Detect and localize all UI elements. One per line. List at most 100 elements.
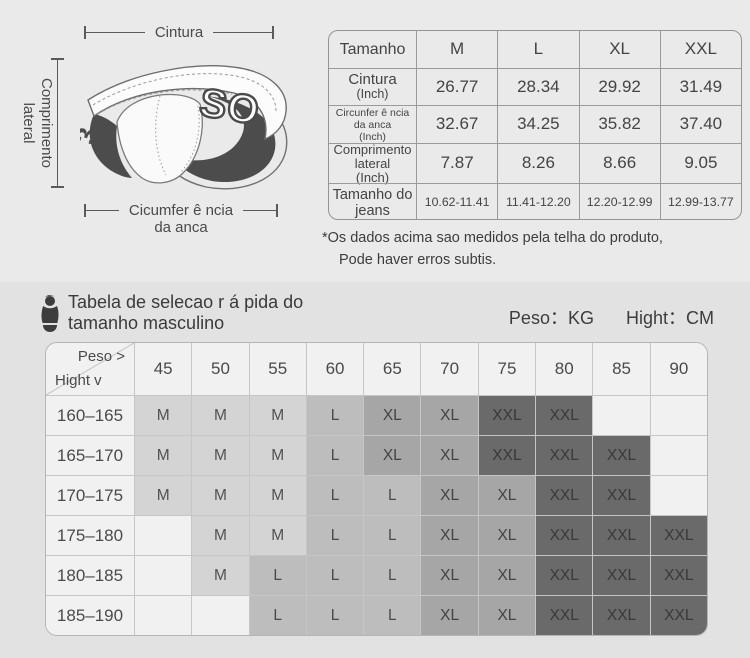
size-cell-xl: XL xyxy=(420,435,478,475)
weight-header-cell: 55 xyxy=(248,343,306,395)
waist-value-xxl: 31.49 xyxy=(659,68,741,105)
size-cell-m: M xyxy=(248,435,306,475)
size-table-header-xl: XL xyxy=(578,31,660,68)
height-range-cell: 180–185 xyxy=(46,555,134,595)
hip-label-line1: Cicumfer ê ncia xyxy=(128,202,234,219)
size-table: Tamanho M L XL XXL Cintura (Inch) 26.77 … xyxy=(328,30,742,220)
side-length-bracket xyxy=(50,58,64,188)
hip-value-xl: 35.82 xyxy=(578,105,660,143)
footnote-line1: *Os dados acima sao medidos pela telha d… xyxy=(322,230,663,246)
table-row: 175–180 M M L L XL XL XXL XXL XXL xyxy=(46,515,707,555)
mascot-icon xyxy=(41,295,59,332)
weight-header-cell: 45 xyxy=(134,343,192,395)
size-cell-xxl: XXL xyxy=(649,555,707,595)
bracket-line xyxy=(86,210,119,211)
jeans-value-m: 10.62-11.41 xyxy=(416,183,498,219)
size-cell-xxl: XXL xyxy=(592,475,650,515)
corner-cell: Peso > Hight v xyxy=(46,343,134,395)
grid-header-row: Peso > Hight v 45 50 55 60 65 70 75 80 85 90 xyxy=(46,343,707,395)
hip-value-m: 32.67 xyxy=(416,105,498,143)
size-cell-m: M xyxy=(191,515,249,555)
weight-header-cell: 65 xyxy=(363,343,421,395)
table-row: 185–190 L L L XL XL XXL XXL XXL xyxy=(46,595,707,635)
briefs-illustration: SO 3 xyxy=(80,65,288,190)
size-cell-xl: XL xyxy=(477,595,536,635)
weight-header-cell: 90 xyxy=(649,343,707,395)
bracket-tick xyxy=(276,204,279,217)
size-cell-l: L xyxy=(363,595,421,635)
size-cell-l: L xyxy=(305,435,364,475)
side-length-label-line2: lateral xyxy=(20,102,37,144)
size-cell-empty xyxy=(134,595,192,635)
size-cell-empty xyxy=(592,395,650,435)
table-row: 180–185 M L L L XL XL XXL XXL XXL xyxy=(46,555,707,595)
jeans-value-xxl: 12.99-13.77 xyxy=(659,183,741,219)
size-cell-empty xyxy=(649,435,707,475)
size-cell-xxl: XXL xyxy=(649,515,707,555)
jeans-value-xl: 12.20-12.99 xyxy=(578,183,660,219)
row-label-jeans: Tamanho do jeans xyxy=(329,183,416,219)
size-cell-m: M xyxy=(191,555,249,595)
size-cell-empty xyxy=(191,595,249,635)
row-label-line: Tamanho do xyxy=(332,186,413,203)
weight-header-cell: 75 xyxy=(477,343,536,395)
bracket-tick xyxy=(84,204,86,217)
row-label-line: Cintura xyxy=(348,70,397,88)
side-length-value-xxl: 9.05 xyxy=(659,143,741,183)
size-table-header-xxl: XXL xyxy=(659,31,741,68)
side-length-value-l: 8.26 xyxy=(497,143,579,183)
side-length-label: Comprimento lateral xyxy=(19,48,55,198)
section-title-line2: tamanho masculino xyxy=(68,313,225,333)
size-cell-empty xyxy=(134,515,192,555)
size-selection-grid: Peso > Hight v 45 50 55 60 65 70 75 80 85 90 160–… xyxy=(45,342,708,636)
size-cell-m: M xyxy=(248,515,306,555)
size-table-header-l: L xyxy=(497,31,578,68)
height-range-cell: 160–165 xyxy=(46,395,134,435)
section-title: Tabela de selecao r á pida do tamanho ma… xyxy=(68,292,303,334)
row-label-line: (Inch) xyxy=(355,169,390,185)
bracket-tick xyxy=(272,26,275,39)
size-cell-xl: XL xyxy=(420,515,478,555)
weight-header-cell: 85 xyxy=(592,343,650,395)
size-selection-section: Tabela de selecao r á pida do tamanho ma… xyxy=(0,282,750,658)
size-cell-xl: XL xyxy=(477,475,536,515)
size-cell-l: L xyxy=(305,595,364,635)
size-cell-l: L xyxy=(363,515,421,555)
size-cell-empty xyxy=(649,475,707,515)
height-range-cell: 175–180 xyxy=(46,515,134,555)
waist-value-m: 26.77 xyxy=(416,68,498,105)
size-cell-m: M xyxy=(134,395,192,435)
row-label-line: da anca xyxy=(353,118,392,131)
table-row: 165–170 M M M L XL XL XXL XXL XXL xyxy=(46,435,707,475)
waist-measure-bracket: Cintura xyxy=(84,24,275,41)
size-cell-l: L xyxy=(363,555,421,595)
waist-value-l: 28.34 xyxy=(497,68,579,105)
height-range-cell: 170–175 xyxy=(46,475,134,515)
size-cell-xxl: XXL xyxy=(649,595,707,635)
measurement-section: Cintura Comprimento lateral SO 3 Cicumfe… xyxy=(0,0,750,282)
size-cell-xl: XL xyxy=(363,395,421,435)
size-cell-xxl: XXL xyxy=(535,595,593,635)
size-cell-xxl: XXL xyxy=(535,555,593,595)
jeans-value-l: 11.41-12.20 xyxy=(497,183,579,219)
size-cell-m: M xyxy=(248,395,306,435)
waistband-stitch-bottom xyxy=(97,89,233,115)
size-cell-empty xyxy=(649,395,707,435)
size-cell-m: M xyxy=(191,435,249,475)
size-cell-l: L xyxy=(305,395,364,435)
units-legend: Peso：KG Hight：CM xyxy=(509,304,714,330)
size-cell-m: M xyxy=(191,395,249,435)
height-range-cell: 165–170 xyxy=(46,435,134,475)
height-unit: Hight：CM xyxy=(625,308,714,328)
front-pouch xyxy=(116,93,203,184)
row-label-waist: Cintura (Inch) xyxy=(329,68,416,105)
footnote-line2: Pode haver erros subtis. xyxy=(339,252,497,268)
pouch-seam-right xyxy=(180,105,200,173)
size-cell-xxl: XXL xyxy=(592,515,650,555)
size-table-header-tamanho: Tamanho xyxy=(339,40,406,58)
row-label-line: Comprimento xyxy=(333,141,412,157)
side-length-value-m: 7.87 xyxy=(416,143,498,183)
left-leg-band xyxy=(89,114,132,178)
weight-header-cell: 70 xyxy=(420,343,478,395)
size-cell-l: L xyxy=(305,475,364,515)
